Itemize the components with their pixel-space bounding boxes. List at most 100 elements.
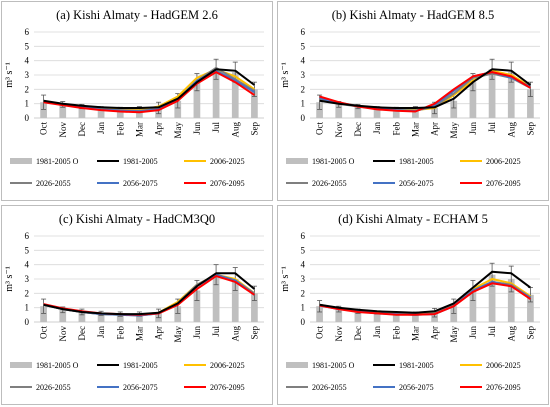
series-line <box>319 282 531 316</box>
bar <box>354 311 362 322</box>
x-tick-label: Jun <box>192 122 202 135</box>
y-tick-label: 2 <box>301 84 306 94</box>
x-tick-label: Jun <box>468 122 478 135</box>
y-tick-label: 1 <box>25 303 30 313</box>
legend-swatch <box>286 158 308 164</box>
chart-svg: (b) Kishi Almaty - HadGEM 8.5 0 1 2 3 4 5 6 m³ s… <box>280 8 540 188</box>
x-tick-label: Jul <box>211 326 221 337</box>
legend-label: 2056-2075 <box>123 179 158 188</box>
series-line <box>43 273 255 316</box>
legend-label: 1981-2005 <box>123 361 158 370</box>
x-tick-label: Jun <box>468 326 478 339</box>
x-tick-label: Oct <box>39 326 49 339</box>
x-tick-label: Jan <box>96 122 106 134</box>
bar <box>97 313 105 322</box>
x-tick-label: Jan <box>372 122 382 134</box>
legend-label: 2076-2095 <box>210 383 245 392</box>
chart-svg: (d) Kishi Almaty - ECHAM 5 0 1 2 3 4 5 6 m³ s⁻¹ O… <box>280 212 540 392</box>
legend-label: 1981-2005 O <box>36 157 79 166</box>
legend-label: 2076-2095 <box>486 383 521 392</box>
x-tick-label: Feb <box>391 326 401 340</box>
y-tick-label: 1 <box>25 99 30 109</box>
chart-panel-a: (a) Kishi Almaty - HadGEM 2.6 0 1 2 3 4 5 6 m³ s… <box>1 1 273 201</box>
chart-svg: (c) Kishi Almaty - HadCM3Q0 0 1 2 3 4 5 6 m³ s⁻¹… <box>4 212 264 392</box>
legend-swatch <box>10 362 32 368</box>
bar <box>174 100 182 118</box>
y-tick-label: 4 <box>25 56 30 66</box>
y-tick-label: 3 <box>301 274 306 284</box>
bar <box>193 82 201 118</box>
x-tick-label: Nov <box>334 326 344 342</box>
bar <box>78 106 86 118</box>
series-line <box>319 270 531 314</box>
y-tick-label: 0 <box>25 113 30 123</box>
x-tick-label: Aug <box>506 122 516 138</box>
legend-swatch <box>286 362 308 368</box>
x-tick-label: Nov <box>58 122 68 138</box>
x-tick-label: Sep <box>525 122 535 136</box>
y-tick-label: 6 <box>25 27 30 37</box>
bar <box>469 290 477 322</box>
legend-label: 2076-2095 <box>210 179 245 188</box>
y-tick-label: 3 <box>301 70 306 80</box>
bar <box>412 108 419 118</box>
y-tick-label: 6 <box>301 231 306 241</box>
legend-label: 2026-2055 <box>312 179 347 188</box>
legend-label: 1981-2005 <box>399 157 434 166</box>
bar <box>507 279 515 322</box>
series-line <box>43 275 255 316</box>
x-tick-label: May <box>173 122 183 139</box>
bar <box>335 309 343 322</box>
bar <box>450 100 458 118</box>
chart-panel-d: (d) Kishi Almaty - ECHAM 5 0 1 2 3 4 5 6 m³ s⁻¹ O… <box>277 205 549 405</box>
bar <box>231 72 239 118</box>
bar <box>316 306 323 322</box>
y-tick-label: 0 <box>301 113 306 123</box>
bar <box>450 306 458 322</box>
legend-label: 1981-2005 <box>123 157 158 166</box>
x-tick-label: Jul <box>487 326 497 337</box>
legend-label: 2006-2025 <box>210 157 245 166</box>
bar <box>527 294 534 322</box>
bar <box>231 279 239 322</box>
y-tick-label: 5 <box>301 245 306 255</box>
bar <box>116 108 124 118</box>
legend-label: 1981-2005 <box>399 361 434 370</box>
bar <box>373 107 381 118</box>
bar <box>97 107 105 118</box>
legend-label: 2026-2055 <box>312 383 347 392</box>
x-tick-label: Nov <box>58 326 68 342</box>
bar <box>392 108 400 118</box>
legend-swatch <box>10 158 32 164</box>
x-tick-label: Feb <box>115 326 125 340</box>
legend-label: 2076-2095 <box>486 179 521 188</box>
y-tick-label: 6 <box>25 231 30 241</box>
y-tick-label: 4 <box>301 260 306 270</box>
x-tick-label: Jan <box>372 326 382 338</box>
legend-label: 2056-2075 <box>399 179 434 188</box>
y-tick-label: 5 <box>25 41 30 51</box>
x-tick-label: May <box>173 326 183 343</box>
x-tick-label: Oct <box>315 326 325 339</box>
bar <box>412 313 419 322</box>
bar <box>59 309 67 322</box>
y-axis-label: m³ s⁻¹ <box>280 266 291 291</box>
y-tick-label: 5 <box>301 41 306 51</box>
bar <box>193 290 201 322</box>
bar <box>40 102 47 118</box>
x-tick-label: Aug <box>230 122 240 138</box>
y-axis-label: m³ s⁻¹ <box>4 62 15 87</box>
x-tick-label: Mar <box>410 122 420 137</box>
bar <box>354 106 362 118</box>
y-tick-label: 1 <box>301 99 306 109</box>
bar <box>40 306 47 322</box>
y-tick-label: 6 <box>301 27 306 37</box>
bar <box>116 314 124 322</box>
bar <box>335 104 343 118</box>
y-tick-label: 3 <box>25 70 30 80</box>
y-tick-label: 1 <box>301 303 306 313</box>
x-tick-label: May <box>449 122 459 139</box>
x-tick-label: May <box>449 326 459 343</box>
x-tick-label: Oct <box>39 122 49 135</box>
bar <box>212 274 220 322</box>
